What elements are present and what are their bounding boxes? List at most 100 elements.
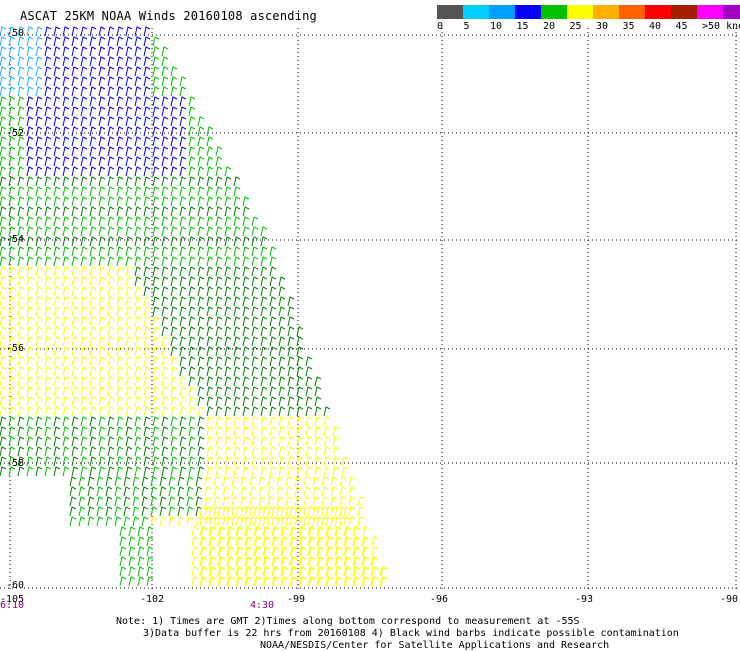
wind-barb [125, 116, 133, 127]
wind-barb [197, 146, 205, 157]
wind-barb [17, 216, 25, 227]
wind-barb [251, 216, 259, 227]
wind-barb [0, 86, 7, 97]
wind-barb [80, 206, 88, 217]
wind-barb [249, 516, 257, 527]
wind-barb [0, 386, 7, 397]
wind-barb [134, 426, 142, 437]
wind-barb [159, 506, 167, 517]
wind-barbs [0, 26, 388, 587]
wind-barb [161, 256, 169, 267]
wind-barb [107, 466, 115, 477]
wind-barb [80, 436, 88, 447]
wind-barb [125, 436, 133, 447]
wind-barb [53, 446, 61, 457]
wind-barb [71, 376, 79, 387]
wind-barb [116, 466, 124, 477]
wind-barb [44, 396, 52, 407]
wind-barb [170, 246, 178, 257]
wind-barb [71, 226, 79, 237]
wind-barb [53, 316, 61, 327]
wind-barb [62, 216, 70, 227]
wind-barb [233, 356, 241, 367]
wind-barb [116, 316, 124, 327]
wind-barb [53, 196, 61, 207]
wind-barb [231, 506, 239, 517]
wind-barb [269, 436, 277, 447]
lat-label-50s: -50 [6, 28, 25, 39]
wind-barb [170, 66, 178, 77]
wind-barb [107, 176, 115, 187]
wind-barb [35, 96, 43, 107]
wind-barb [179, 316, 187, 327]
wind-barb [89, 396, 97, 407]
colorbar-swatch [723, 5, 740, 19]
wind-barb [26, 86, 34, 97]
wind-barb [224, 456, 232, 467]
wind-barb [197, 256, 205, 267]
wind-barb [107, 436, 115, 447]
wind-barb [168, 516, 176, 527]
wind-barb [260, 416, 268, 427]
wind-barb [87, 506, 95, 517]
wind-barb [269, 316, 277, 327]
wind-barb [215, 466, 223, 477]
wind-barb [179, 306, 187, 317]
wind-barb [62, 126, 70, 137]
wind-barb [242, 326, 250, 337]
wind-barb [98, 156, 106, 167]
wind-barb [116, 116, 124, 127]
wind-barb [312, 496, 320, 507]
wind-barb [107, 106, 115, 117]
wind-barb [53, 336, 61, 347]
wind-barb [325, 556, 333, 567]
wind-barb [339, 486, 347, 497]
wind-barb [8, 296, 16, 307]
wind-barb [289, 576, 297, 587]
wind-barb [53, 466, 61, 477]
wind-barb [206, 266, 214, 277]
wind-barb [44, 296, 52, 307]
wind-barb [71, 406, 79, 417]
wind-barb [35, 456, 43, 467]
wind-barb [251, 256, 259, 267]
wind-barb [98, 356, 106, 367]
wind-barb [80, 66, 88, 77]
wind-barb [249, 486, 257, 497]
wind-barb [260, 436, 268, 447]
wind-barb [251, 286, 259, 297]
wind-barb [0, 76, 7, 87]
footnote-credit: NOAA/NESDIS/Center for Satellite Applica… [260, 640, 610, 651]
wind-barb [26, 356, 34, 367]
wind-barb [98, 326, 106, 337]
wind-barb [231, 516, 239, 527]
wind-barb [206, 196, 214, 207]
wind-barb [287, 446, 295, 457]
wind-barb [287, 426, 295, 437]
wind-barb [312, 506, 320, 517]
wind-barb [267, 496, 275, 507]
wind-barb [44, 156, 52, 167]
wind-barb [143, 466, 151, 477]
wind-barb [116, 246, 124, 257]
wind-barb [8, 156, 16, 167]
wind-barb [152, 156, 160, 167]
wind-barb [141, 486, 149, 497]
wind-barb [44, 146, 52, 157]
wind-barb [78, 486, 86, 497]
wind-barb [188, 346, 196, 357]
wind-barb [107, 366, 115, 377]
wind-barb [352, 546, 360, 557]
wind-barb [224, 346, 232, 357]
wind-barb [53, 146, 61, 157]
wind-barb [298, 566, 306, 577]
wind-barb [334, 546, 342, 557]
wind-barb [143, 26, 151, 37]
wind-barb [98, 236, 106, 247]
lon-label-99w: -99 [287, 594, 306, 605]
wind-barb [35, 106, 43, 117]
wind-barb [316, 576, 324, 587]
wind-barb [269, 446, 277, 457]
wind-barb [269, 306, 277, 317]
wind-barb [17, 336, 25, 347]
